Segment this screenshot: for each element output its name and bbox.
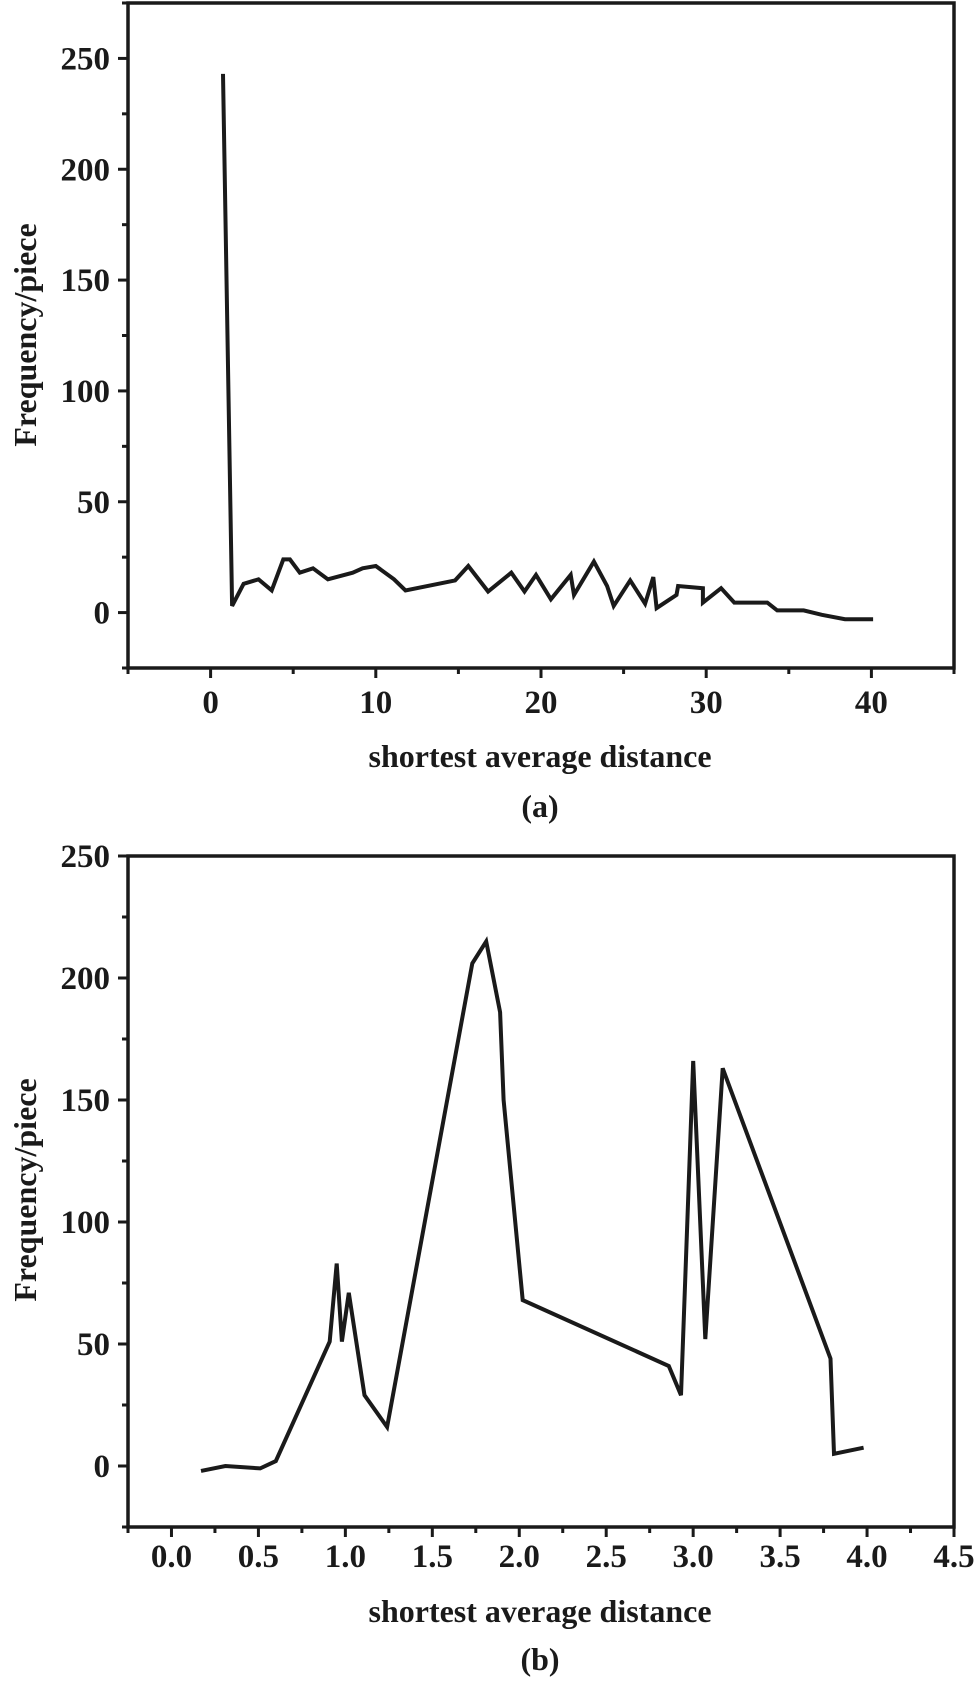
series-line bbox=[200, 936, 865, 1473]
y-tick-label: 100 bbox=[61, 374, 111, 410]
x-tick-label: 3.0 bbox=[673, 1539, 714, 1575]
chart-panel-b: shortest average distance Frequency/piec… bbox=[7, 839, 975, 1677]
x-tick-label: 40 bbox=[855, 685, 888, 721]
x-tick-label: 30 bbox=[690, 685, 723, 721]
y-tick-label: 150 bbox=[61, 1083, 111, 1119]
y-axis-title: Frequency/piece bbox=[7, 1078, 43, 1301]
y-tick-label: 0 bbox=[94, 1449, 111, 1485]
x-tick-label: 0.5 bbox=[238, 1539, 279, 1575]
x-tick-label: 2.5 bbox=[586, 1539, 627, 1575]
y-tick-label: 200 bbox=[61, 152, 111, 188]
x-tick-label: 1.5 bbox=[412, 1539, 453, 1575]
x-tick-label: 20 bbox=[525, 685, 558, 721]
y-tick-label: 50 bbox=[77, 1327, 110, 1363]
x-axis-title: shortest average distance bbox=[368, 738, 711, 774]
panel-label: (a) bbox=[521, 788, 558, 824]
y-tick-label: 200 bbox=[61, 961, 111, 997]
x-tick-label: 4.0 bbox=[846, 1539, 887, 1575]
y-tick-label: 250 bbox=[61, 839, 111, 875]
x-tick-label: 0 bbox=[202, 685, 219, 721]
y-tick-label: 250 bbox=[61, 41, 111, 77]
x-axis-title: shortest average distance bbox=[368, 1593, 711, 1629]
y-tick-label: 50 bbox=[77, 485, 110, 521]
plot-frame bbox=[126, 1, 956, 670]
x-tick-label: 1.0 bbox=[325, 1539, 366, 1575]
y-tick-label: 0 bbox=[94, 596, 111, 632]
x-tick-label: 0.0 bbox=[151, 1539, 192, 1575]
y-tick-label: 100 bbox=[61, 1205, 111, 1241]
y-axis-title: Frequency/piece bbox=[7, 223, 43, 446]
x-tick-label: 4.5 bbox=[933, 1539, 974, 1575]
x-tick-label: 10 bbox=[359, 685, 392, 721]
series-line bbox=[221, 73, 874, 622]
plot-frame bbox=[126, 854, 956, 1529]
chart-panel-a: shortest average distance Frequency/piec… bbox=[7, 1, 956, 824]
x-tick-label: 3.5 bbox=[759, 1539, 800, 1575]
panel-label: (b) bbox=[520, 1641, 559, 1677]
x-tick-label: 2.0 bbox=[499, 1539, 540, 1575]
y-tick-label: 150 bbox=[61, 263, 111, 299]
